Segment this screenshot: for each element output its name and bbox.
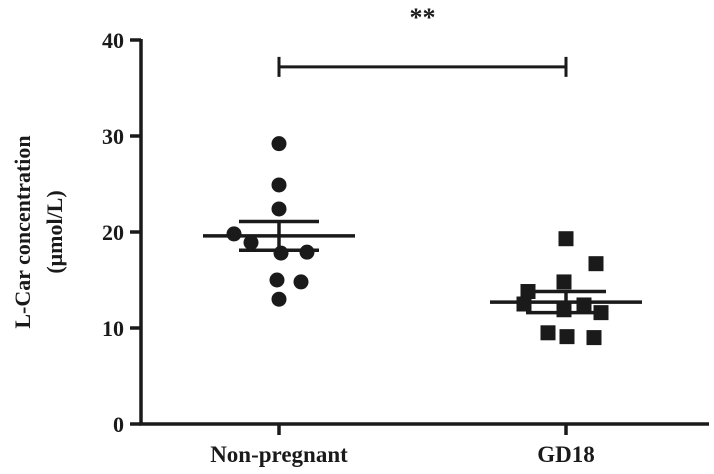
data-point [520, 284, 536, 300]
data-point [558, 231, 574, 247]
group-non-pregnant [203, 136, 355, 307]
significance-bracket: ** [277, 3, 568, 77]
x-category-label: Non-pregnant [210, 442, 348, 467]
data-point [559, 329, 575, 345]
data-point [271, 201, 287, 217]
y-tick-label: 10 [102, 316, 124, 341]
y-ticks: 0 10 20 30 40 [102, 28, 141, 437]
data-groups [203, 136, 642, 346]
data-point [293, 274, 309, 290]
y-tick-label: 30 [102, 124, 124, 149]
data-point [516, 296, 532, 312]
data-point [299, 244, 315, 260]
x-category-label: GD18 [537, 442, 595, 467]
y-axis-title-line2: (μmol/L) [42, 190, 67, 273]
data-point [271, 291, 287, 307]
data-point [556, 302, 572, 318]
x-ticks: Non-pregnant GD18 [210, 424, 595, 467]
data-point [271, 136, 287, 152]
significance-label: ** [410, 3, 436, 32]
y-tick-label: 40 [102, 28, 124, 53]
data-point [269, 272, 285, 288]
y-axis-title-line1: L-Car concentration [10, 135, 35, 328]
data-point [273, 245, 289, 261]
axes [139, 39, 709, 426]
data-point [556, 274, 572, 290]
data-point [593, 305, 609, 321]
y-tick-label: 0 [113, 412, 124, 437]
data-point [588, 256, 604, 272]
data-point [243, 235, 259, 251]
data-point [576, 297, 592, 313]
group-gd18 [490, 231, 642, 346]
data-point [540, 325, 556, 341]
data-point [586, 330, 602, 346]
data-point [271, 177, 287, 193]
data-point [226, 226, 242, 242]
y-tick-label: 20 [102, 220, 124, 245]
